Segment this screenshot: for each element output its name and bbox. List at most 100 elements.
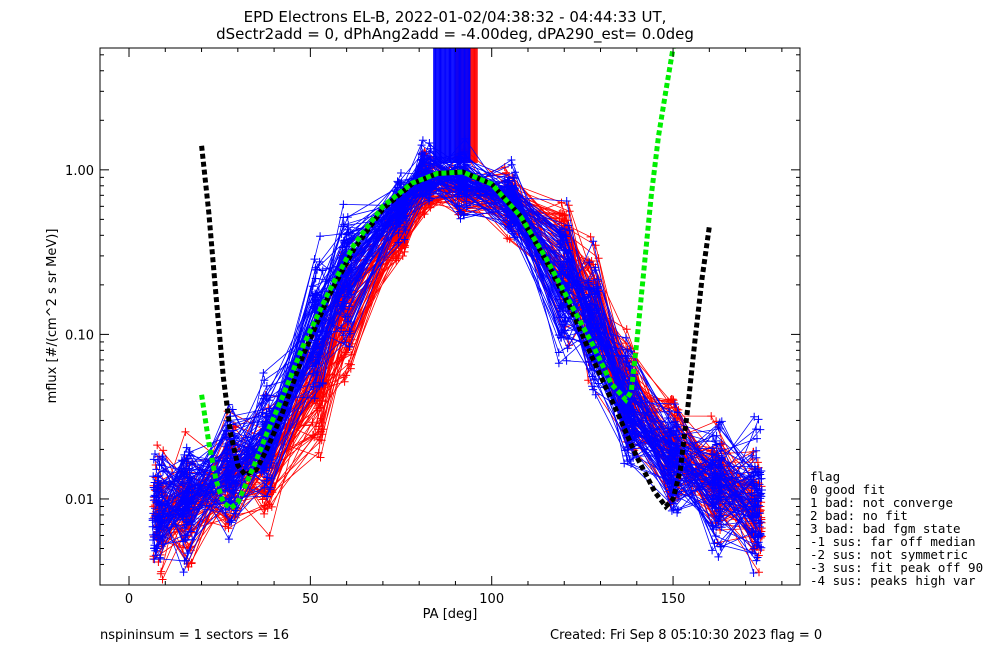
data-point	[311, 359, 320, 368]
data-point	[159, 467, 167, 476]
data-point	[507, 156, 516, 164]
data-point	[180, 450, 189, 459]
data-point	[747, 527, 756, 536]
data-point	[627, 459, 635, 468]
data-point	[717, 542, 726, 551]
data-point	[339, 200, 348, 209]
data-point	[558, 209, 567, 218]
data-point	[667, 475, 676, 484]
data-point	[711, 517, 720, 526]
data-point	[714, 423, 723, 432]
data-point	[755, 480, 764, 489]
data-point	[226, 483, 235, 492]
footer-left: nspininsum = 1 sectors = 16	[100, 628, 289, 643]
data-point	[346, 329, 355, 338]
data-point	[585, 258, 594, 267]
data-point	[396, 219, 405, 228]
data-point	[225, 466, 234, 475]
data-layer	[148, 48, 766, 584]
spectrum-line	[161, 158, 760, 507]
data-point	[230, 493, 239, 502]
data-point	[347, 350, 355, 359]
data-point	[666, 466, 675, 475]
data-point	[591, 375, 599, 383]
data-point	[557, 269, 566, 278]
data-point	[560, 225, 569, 233]
data-point	[153, 472, 162, 481]
data-point	[707, 450, 716, 459]
data-point	[712, 440, 721, 449]
data-point	[222, 426, 231, 435]
spectrum-line	[155, 172, 757, 528]
data-point	[714, 552, 723, 561]
data-point	[400, 235, 409, 244]
data-point	[667, 506, 676, 515]
data-point	[755, 522, 764, 531]
data-point	[156, 569, 165, 578]
data-point	[564, 284, 573, 293]
chart-title: EPD Electrons EL-B, 2022-01-02/04:38:32 …	[244, 8, 667, 26]
data-point	[345, 282, 354, 291]
data-point	[262, 409, 271, 418]
data-point	[672, 426, 681, 435]
data-point	[505, 212, 514, 221]
data-point	[749, 569, 758, 577]
data-point	[185, 473, 194, 482]
data-point	[394, 229, 403, 238]
spectrum-line	[153, 158, 756, 560]
data-point	[150, 491, 159, 500]
data-point	[717, 484, 726, 493]
data-point	[565, 207, 574, 216]
data-point	[664, 424, 673, 432]
data-point	[593, 275, 601, 284]
data-point	[621, 333, 630, 342]
data-point	[757, 474, 766, 483]
spectrum-line	[156, 187, 755, 549]
data-point	[752, 541, 761, 550]
data-point	[398, 252, 407, 260]
data-point	[712, 431, 721, 440]
spectrum-line	[154, 164, 754, 574]
data-point	[589, 385, 598, 394]
data-point	[667, 431, 675, 439]
data-point	[179, 537, 188, 546]
data-point	[708, 546, 717, 555]
data-point	[621, 351, 630, 360]
data-point	[155, 499, 164, 508]
data-point	[754, 415, 763, 424]
data-point	[340, 238, 349, 247]
data-point	[554, 359, 563, 368]
data-point	[265, 404, 274, 413]
data-point	[308, 418, 317, 427]
data-point	[149, 496, 158, 505]
data-point	[421, 190, 430, 198]
data-point	[588, 382, 597, 391]
data-point	[187, 558, 196, 567]
data-point	[666, 396, 675, 404]
data-point	[340, 377, 349, 386]
spectrum-line	[159, 172, 757, 558]
data-point	[263, 492, 271, 501]
data-point	[752, 453, 761, 462]
data-point	[149, 455, 158, 464]
data-point	[584, 283, 592, 292]
spectrum-line	[154, 160, 761, 549]
data-point	[590, 300, 599, 309]
spectrum-line	[162, 172, 754, 580]
data-point	[707, 412, 716, 421]
data-point	[179, 568, 188, 577]
data-point	[511, 168, 519, 177]
data-point	[396, 180, 405, 189]
flag-legend: flag 0 good fit 1 bad: not converge 2 ba…	[810, 469, 983, 588]
data-point	[311, 297, 320, 306]
data-point	[594, 254, 603, 263]
data-point	[341, 338, 350, 347]
data-point	[664, 457, 673, 466]
data-point	[154, 483, 163, 492]
y-tick-label: 0.10	[65, 328, 94, 343]
data-point	[151, 551, 160, 560]
data-point	[667, 443, 676, 452]
data-point	[629, 416, 638, 425]
data-point	[715, 418, 724, 427]
